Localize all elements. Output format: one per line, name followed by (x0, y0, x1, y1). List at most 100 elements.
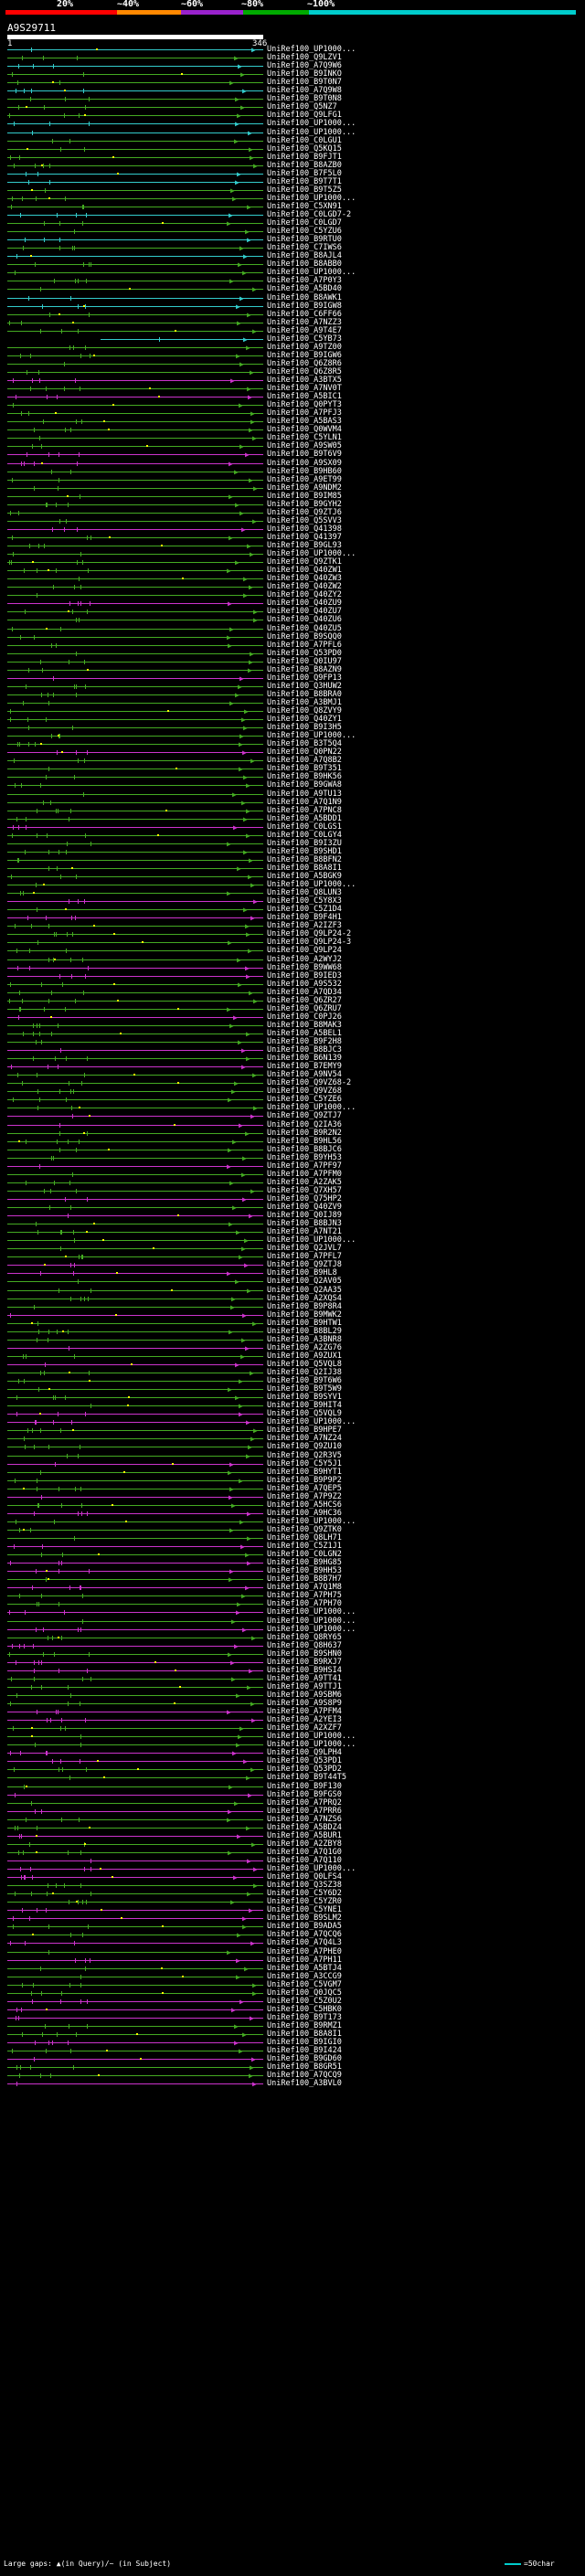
hit-label[interactable]: UniRef100_A7Q1G0 (267, 1847, 342, 1857)
hit-label[interactable]: UniRef100_UP1000... (267, 549, 356, 559)
hit-label[interactable]: UniRef100_A5BAS3 (267, 417, 342, 427)
hit-label[interactable]: UniRef100_Q2AV05 (267, 1277, 342, 1287)
hit-row[interactable]: ▶ UniRef100_C5YLN1 (0, 434, 585, 442)
hit-row[interactable]: ▶ UniRef100_B9HL8 (0, 1269, 585, 1277)
hit-row[interactable]: ▶ UniRef100_Q6ZRU7 (0, 1004, 585, 1013)
hit-row[interactable]: ▶ UniRef100_A7QD34 (0, 988, 585, 997)
hit-label[interactable]: UniRef100_C5Y6D2 (267, 1889, 342, 1899)
hit-label[interactable]: UniRef100_B9RMZ1 (267, 2020, 342, 2030)
hit-label[interactable]: UniRef100_A7Q1N9 (267, 797, 342, 807)
hit-label[interactable]: UniRef100_A5BDZ4 (267, 1822, 342, 1832)
hit-row[interactable]: ▶ UniRef100_Q2IJ38 (0, 1369, 585, 1377)
hit-label[interactable]: UniRef100_UP1000... (267, 1235, 356, 1246)
hit-row[interactable]: ▶ UniRef100_Q9LZV1 (0, 54, 585, 62)
hit-row[interactable]: ▶ UniRef100_B9I3ZU (0, 839, 585, 848)
hit-row[interactable]: ▶ UniRef100_Q6Z8R6 (0, 359, 585, 368)
hit-row[interactable]: ▶ UniRef100_Q9ZTK0 (0, 1524, 585, 1534)
hit-label[interactable]: UniRef100_Q41398 (267, 524, 342, 534)
hit-label[interactable]: UniRef100_B9GL93 (267, 541, 342, 550)
hit-row[interactable]: ▶ UniRef100_B9IM85 (0, 492, 585, 501)
hit-row[interactable]: ▶ UniRef100_B9IGW8 (0, 302, 585, 311)
hit-row[interactable]: ▶ UniRef100_B9T351 (0, 765, 585, 773)
hit-row[interactable]: ▶ UniRef100_B9YH53 (0, 1153, 585, 1162)
hit-label[interactable]: UniRef100_A3CCG9 (267, 1971, 342, 1981)
hit-row[interactable]: ▶ UniRef100_B9T173 (0, 2013, 585, 2022)
hit-row[interactable]: ▶ UniRef100_B9T0N8 (0, 95, 585, 103)
hit-label[interactable]: UniRef100_Q9ZTK1 (267, 557, 342, 567)
hit-label[interactable]: UniRef100_C0LGY4 (267, 830, 342, 840)
hit-row[interactable]: ▶ UniRef100_A9TTJ1 (0, 1682, 585, 1691)
hit-label[interactable]: UniRef100_Q40ZY1 (267, 715, 342, 725)
hit-label[interactable]: UniRef100_Q9LP24-3 (267, 938, 352, 948)
hit-label[interactable]: UniRef100_B9SHD1 (267, 846, 342, 856)
hit-label[interactable]: UniRef100_B9HL56 (267, 1136, 342, 1146)
hit-row[interactable]: ▶ UniRef100_B9T0N7 (0, 79, 585, 87)
hit-label[interactable]: UniRef100_Q53PD2 (267, 1765, 342, 1775)
hit-row[interactable]: ▶ UniRef100_B8BJN3 (0, 1220, 585, 1228)
hit-row[interactable]: ▶ UniRef100_B9GD60 (0, 2055, 585, 2063)
hit-label[interactable]: UniRef100_Q53PD1 (267, 1756, 342, 1766)
hit-row[interactable]: ▶ UniRef100_A7QEP5 (0, 1484, 585, 1493)
hit-row[interactable]: ▶ UniRef100_Q0JQC5 (0, 1988, 585, 1998)
hit-label[interactable]: UniRef100_Q0IU97 (267, 656, 342, 666)
hit-label[interactable]: UniRef100_A2IZF3 (267, 921, 342, 931)
hit-label[interactable]: UniRef100_A7PH75 (267, 1591, 342, 1601)
hit-label[interactable]: UniRef100_Q40ZU7 (267, 607, 342, 617)
hit-label[interactable]: UniRef100_B9I3H5 (267, 723, 342, 733)
hit-label[interactable]: UniRef100_B9WW68 (267, 962, 342, 972)
hit-row[interactable]: ▶ UniRef100_B9SLM2 (0, 1914, 585, 1923)
hit-row[interactable]: ▶ UniRef100_A9SX09 (0, 459, 585, 468)
hit-row[interactable]: ▶ UniRef100_Q0LFS4 (0, 1873, 585, 1882)
hit-label[interactable]: UniRef100_C5YLN1 (267, 433, 342, 443)
hit-label[interactable]: UniRef100_Q9ZTK0 (267, 1524, 342, 1534)
hit-row[interactable]: ▶ UniRef100_A7PFL7 (0, 1253, 585, 1261)
hit-label[interactable]: UniRef100_C0LGS1 (267, 822, 342, 832)
hit-label[interactable]: UniRef100_C5VGM7 (267, 1979, 342, 1989)
hit-row[interactable]: ▶ UniRef100_Q40ZY2 (0, 591, 585, 599)
hit-row[interactable]: ▶ UniRef100_B8AZB0 (0, 161, 585, 170)
hit-label[interactable]: UniRef100_Q9ZU10 (267, 1442, 342, 1452)
hit-label[interactable]: UniRef100_A7NV0T (267, 384, 342, 394)
hit-row[interactable]: ▶ UniRef100_C5YZR0 (0, 1898, 585, 1906)
hit-row[interactable]: ▶ UniRef100_Q40ZW1 (0, 567, 585, 575)
hit-row[interactable]: ▶ UniRef100_C5XN91 (0, 202, 585, 211)
hit-label[interactable]: UniRef100_A3BMJ1 (267, 697, 342, 707)
hit-row[interactable]: ▶ UniRef100_UP1000... (0, 1741, 585, 1749)
hit-label[interactable]: UniRef100_C5Z1J1 (267, 1542, 342, 1552)
hit-row[interactable]: ▶ UniRef100_Q9LP24-3 (0, 938, 585, 947)
hit-row[interactable]: ▶ UniRef100_B8BFN2 (0, 855, 585, 864)
hit-row[interactable]: ▶ UniRef100_UP1000... (0, 550, 585, 558)
hit-label[interactable]: UniRef100_A9SW05 (267, 441, 342, 451)
hit-row[interactable]: ▶ UniRef100_B9IGW6 (0, 350, 585, 360)
hit-label[interactable]: UniRef100_A2ZG76 (267, 1342, 342, 1352)
hit-label[interactable]: UniRef100_B9ADA5 (267, 1922, 342, 1932)
hit-row[interactable]: ▶ UniRef100_A5HCS6 (0, 1500, 585, 1510)
hit-row[interactable]: ▶ UniRef100_UP1000... (0, 1617, 585, 1626)
hit-label[interactable]: UniRef100_Q40ZW3 (267, 574, 342, 584)
hit-row[interactable]: ▶ UniRef100_B9R2N2 (0, 1129, 585, 1138)
hit-row[interactable]: ▶ UniRef100_B8A8I1 (0, 2030, 585, 2039)
hit-label[interactable]: UniRef100_B8AJL4 (267, 251, 342, 261)
hit-row[interactable]: ▶ UniRef100_C5Z1J1 (0, 1542, 585, 1551)
hit-row[interactable]: ▶ UniRef100_B8MAK3 (0, 1021, 585, 1030)
hit-label[interactable]: UniRef100_A7Q1M8 (267, 1583, 342, 1593)
hit-label[interactable]: UniRef100_C5YZU6 (267, 227, 342, 237)
hit-label[interactable]: UniRef100_B9IED3 (267, 970, 342, 981)
hit-row[interactable]: ▶ UniRef100_C5Y5J1 (0, 1459, 585, 1468)
hit-row[interactable]: ▶ UniRef100_B9P9P2 (0, 1476, 585, 1485)
hit-label[interactable]: UniRef100_UP1000... (267, 731, 356, 741)
hit-row[interactable]: ▶ UniRef100_Q0WVM4 (0, 426, 585, 434)
hit-row[interactable]: ▶ UniRef100_A7NZ24 (0, 1435, 585, 1443)
hit-row[interactable]: ▶ UniRef100_B9HG85 (0, 1559, 585, 1567)
hit-row[interactable]: ▶ UniRef100_A7PFJ3 (0, 409, 585, 418)
hit-label[interactable]: UniRef100_Q8LUN3 (267, 888, 342, 898)
hit-row[interactable]: ▶ UniRef100_C5HBK0 (0, 2005, 585, 2014)
hit-label[interactable]: UniRef100_A7Q110 (267, 1855, 342, 1865)
hit-label[interactable]: UniRef100_B9IGW6 (267, 350, 342, 360)
hit-row[interactable]: ▶ UniRef100_C0LGU1 (0, 136, 585, 145)
hit-row[interactable]: ▶ UniRef100_B9IED3 (0, 970, 585, 981)
hit-label[interactable]: UniRef100_A7PFL6 (267, 640, 342, 650)
hit-label[interactable]: UniRef100_B9HB60 (267, 466, 342, 476)
hit-row[interactable]: ▶ UniRef100_A5BUR1 (0, 1831, 585, 1840)
hit-row[interactable]: ▶ UniRef100_B9T6V9 (0, 451, 585, 459)
